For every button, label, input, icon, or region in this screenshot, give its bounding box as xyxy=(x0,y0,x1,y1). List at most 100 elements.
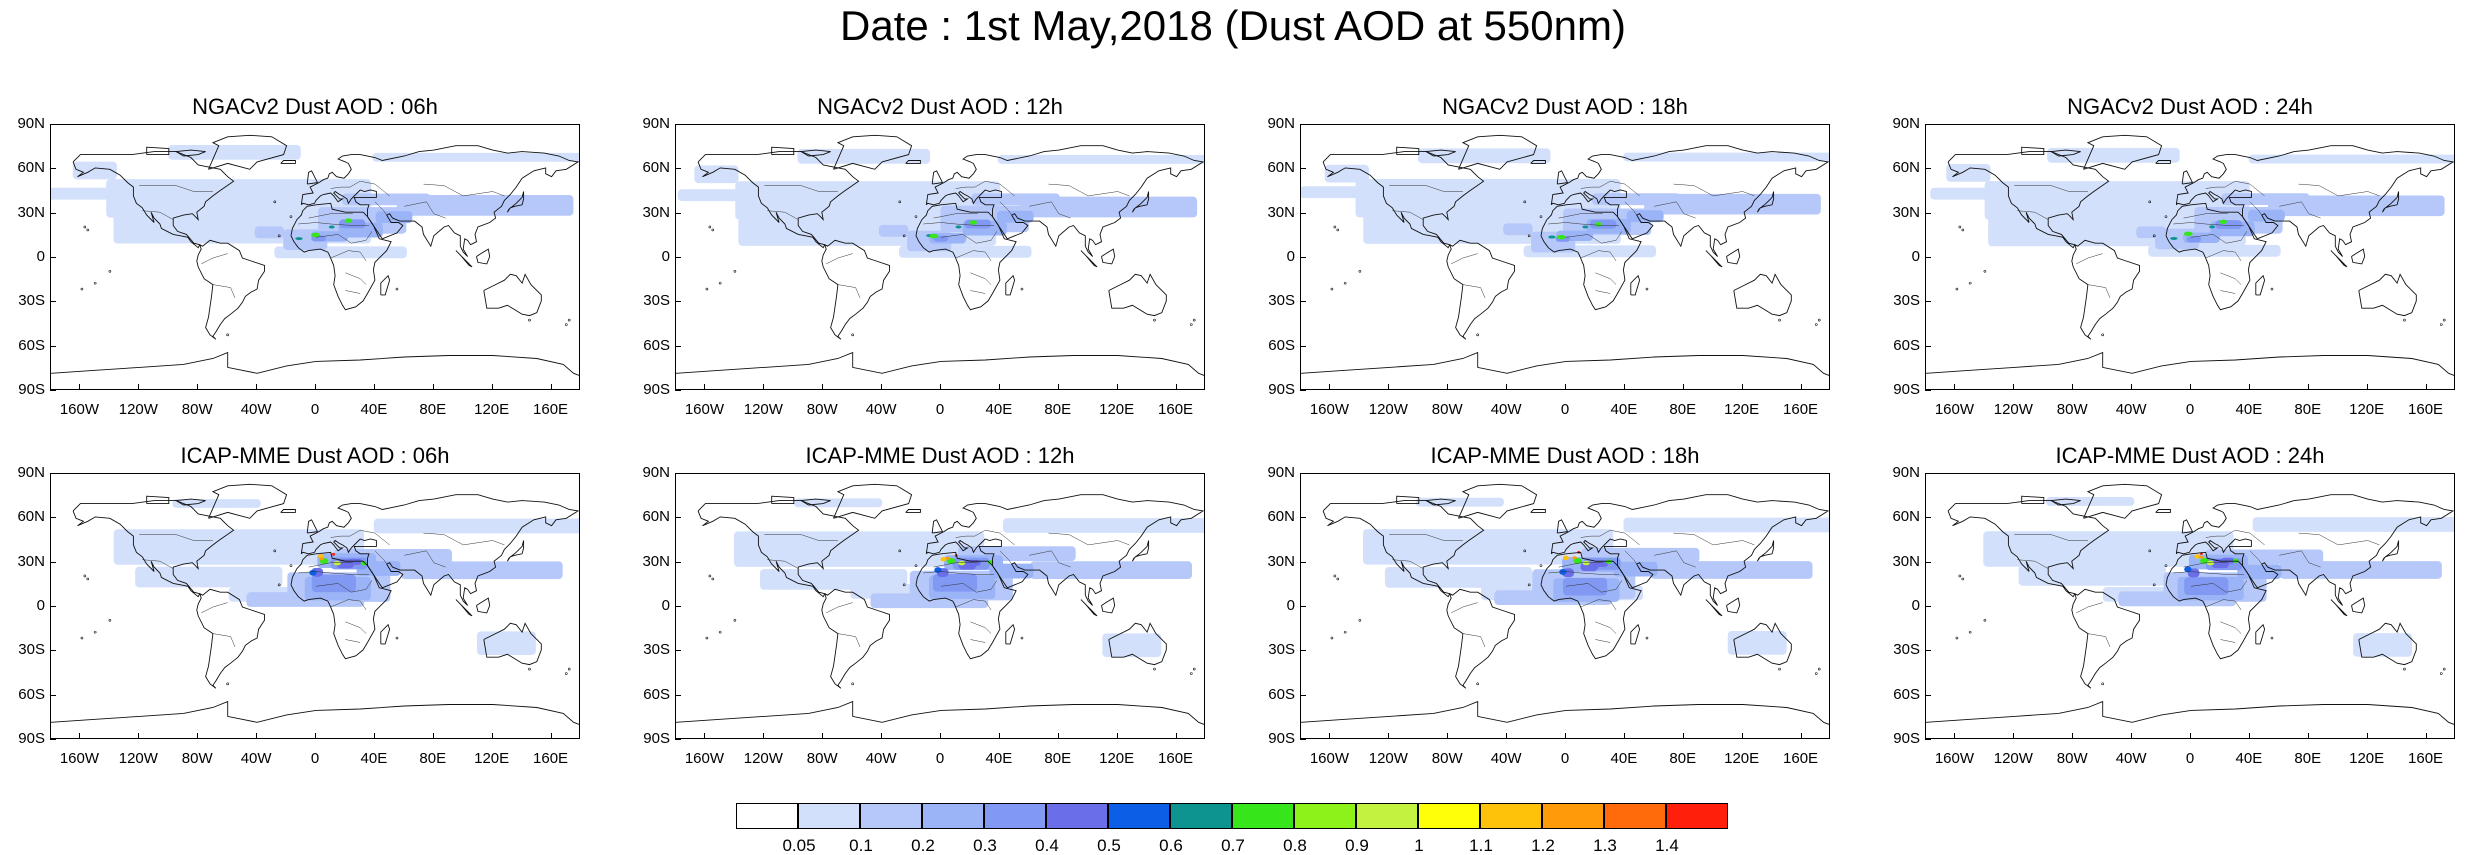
aod-cell xyxy=(2267,195,2445,217)
country-border xyxy=(826,253,853,265)
country-border xyxy=(330,250,367,262)
coastline xyxy=(676,700,1204,725)
coastline xyxy=(2165,202,2267,311)
coastline xyxy=(1101,248,1116,265)
island xyxy=(108,270,112,273)
lat-tick-label: 30S xyxy=(1893,292,1920,310)
aod-cell xyxy=(168,145,301,160)
lon-tick xyxy=(1565,733,1566,739)
lon-tick xyxy=(1954,384,1956,390)
island xyxy=(711,228,715,232)
coastline xyxy=(1080,250,1098,268)
coastline xyxy=(2155,160,2171,164)
panel-title: NGACv2 Dust AOD : 06h xyxy=(192,94,438,119)
coastline xyxy=(146,146,170,156)
island xyxy=(1476,333,1479,337)
lat-tick xyxy=(1925,257,1931,258)
country-border xyxy=(940,580,998,593)
coastlines xyxy=(676,483,1204,725)
aod-cell xyxy=(945,556,951,560)
lat-tick xyxy=(675,517,681,519)
coastline xyxy=(1446,588,1515,689)
lon-tick-label: 160W xyxy=(1309,401,1350,418)
coastline xyxy=(1530,509,1546,513)
lon-tick-label: 160E xyxy=(2408,750,2444,767)
map-frame xyxy=(1925,473,2455,739)
country-border xyxy=(1048,183,1130,197)
lon-tick-label: 0 xyxy=(310,750,320,767)
aod-cell xyxy=(932,573,978,592)
coastline xyxy=(2358,622,2417,666)
colorbar-swatch xyxy=(1666,803,1728,829)
coastline xyxy=(1550,494,1829,606)
coastline xyxy=(72,500,235,598)
lat-tick xyxy=(50,124,56,125)
island xyxy=(1983,619,1987,622)
country-border xyxy=(970,639,986,643)
island xyxy=(1968,630,1972,634)
island xyxy=(2148,200,2152,204)
lon-tick-label: 80E xyxy=(1669,750,1697,767)
lat-tick xyxy=(675,694,681,696)
world-map xyxy=(1926,483,2454,725)
lat-tick xyxy=(1925,561,1931,563)
colorbar-label: 0.8 xyxy=(1283,836,1307,855)
island xyxy=(2164,564,2168,567)
lon-tick xyxy=(432,733,434,739)
island xyxy=(2442,318,2446,322)
world-map xyxy=(676,483,1204,725)
aod-shading xyxy=(1930,147,2454,257)
coastline xyxy=(2358,273,2417,317)
lat-tick-label: 90N xyxy=(642,115,670,132)
lat-tick xyxy=(1925,473,1931,474)
lon-tick xyxy=(763,384,765,390)
aod-cell xyxy=(317,554,324,559)
panel-title: ICAP-MME Dust AOD : 12h xyxy=(805,443,1075,468)
country-border xyxy=(933,213,978,219)
lat-tick xyxy=(1300,561,1306,563)
lat-tick-label: 90N xyxy=(1267,115,1295,132)
country-border xyxy=(201,602,228,614)
coastline xyxy=(931,519,944,534)
country-border xyxy=(315,231,373,244)
island xyxy=(2270,287,2274,291)
map-panel-5: ICAP-MME Dust AOD : 06h 90N 60N 30N 0 30S 60S 9… xyxy=(5,443,625,783)
coastline xyxy=(72,151,235,249)
island xyxy=(1539,564,1543,567)
aod-cell xyxy=(1623,152,1829,162)
island xyxy=(708,225,712,229)
colorbar-label: 1.4 xyxy=(1655,836,1679,855)
lon-tick xyxy=(1057,384,1059,390)
coastline xyxy=(306,170,319,185)
lon-tick xyxy=(1329,384,1331,390)
lon-tick xyxy=(881,384,883,390)
lon-tick-label: 40E xyxy=(2235,750,2263,767)
lon-tick-label: 120E xyxy=(474,750,510,767)
aod-cell xyxy=(2279,561,2442,579)
coastlines xyxy=(1926,134,2454,376)
country-border xyxy=(1558,213,1603,219)
aod-shading xyxy=(1983,497,2454,657)
aod-cell xyxy=(1613,561,1658,577)
lat-tick xyxy=(50,390,56,391)
lon-tick xyxy=(432,384,434,390)
lon-tick-label: 80W xyxy=(1431,750,1463,767)
country-border xyxy=(2220,639,2236,643)
island xyxy=(2148,549,2152,553)
aod-cell xyxy=(2209,225,2216,229)
island xyxy=(914,215,918,218)
country-border xyxy=(2249,550,2262,565)
lat-tick-label: 90S xyxy=(18,730,45,747)
island xyxy=(1817,667,1821,671)
lat-tick-label: 90S xyxy=(1268,381,1295,398)
lon-tick xyxy=(1623,384,1625,390)
country-border xyxy=(955,250,992,262)
lat-tick xyxy=(50,739,56,740)
lat-tick-label: 90N xyxy=(642,464,670,481)
aod-cell xyxy=(733,531,985,567)
island xyxy=(395,287,399,291)
aod-shading xyxy=(1301,148,1829,258)
island xyxy=(733,619,737,622)
country-border xyxy=(2014,534,2088,541)
coastline xyxy=(1726,597,1741,614)
